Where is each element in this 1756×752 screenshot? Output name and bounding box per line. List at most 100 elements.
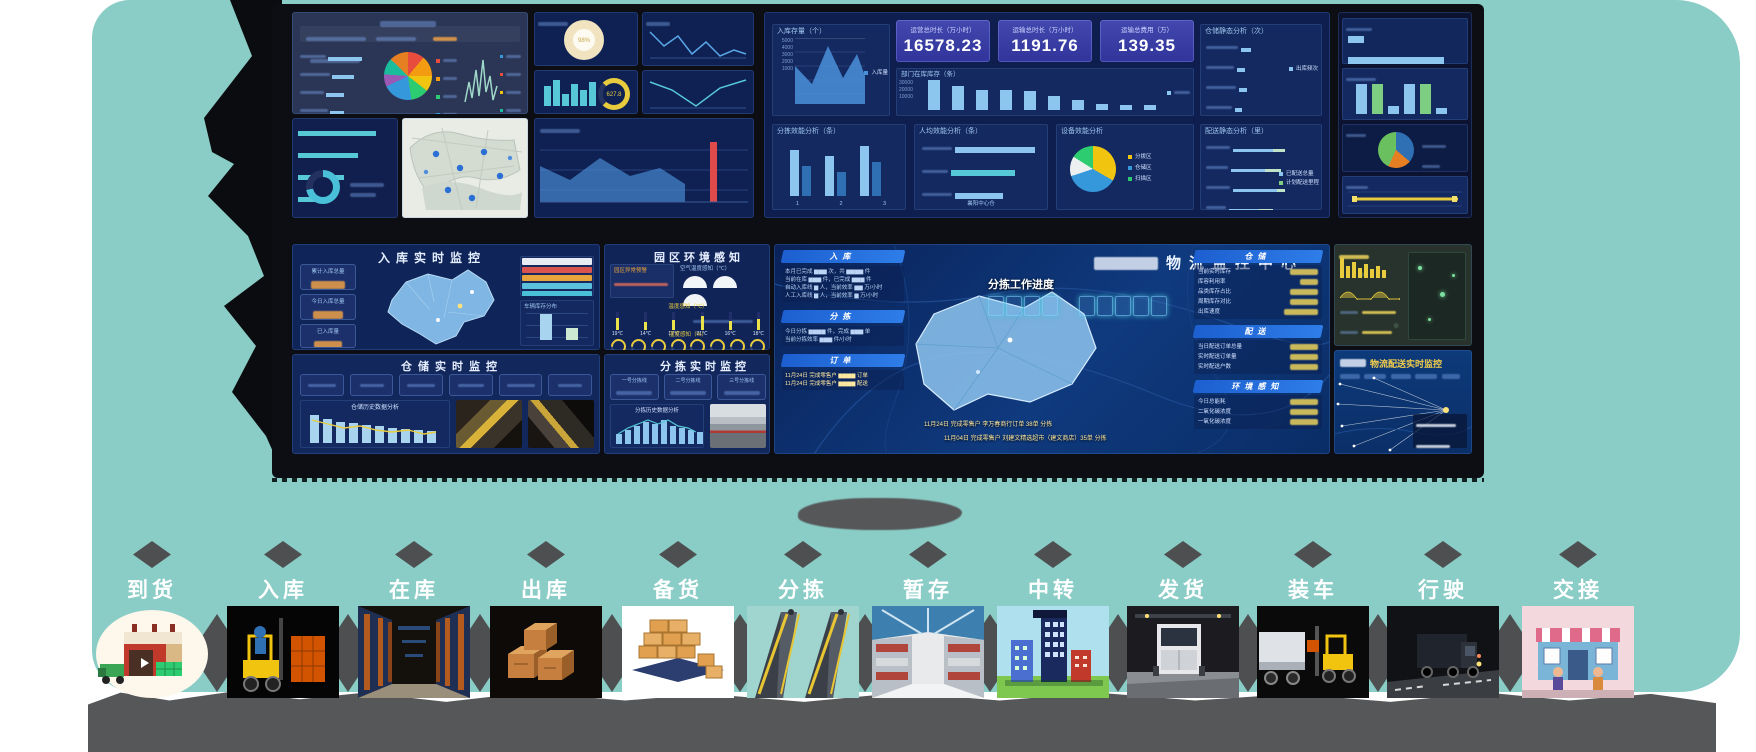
mini-hbar-panel [1342,18,1468,64]
sorting-progress-overlay: 分拣工作进度 [988,276,1169,321]
step-label: 入库 [258,579,308,602]
outbound-illustration [490,606,602,698]
screen-bi-overview [292,12,528,114]
redacted-caption-blob [798,498,962,530]
screen-title: 园区环境感知 [654,252,744,264]
kpi-label: 运营总时长（万小时） [910,27,976,34]
alert-panel: 园区异常预警 [610,264,674,298]
step-label: 装车 [1288,579,1338,602]
ticker-line: 11月24日 完成零售户 李万春商行订单 38单 分拣 [924,422,1053,428]
hbars [922,140,1035,210]
screen-logistics-center: 物流监控中心 分拣工作进度 入库 本月已完成 ▆▆▆ 次，共 ▆▆▆▆ 件 当前… [774,244,1330,454]
cctv-photo [528,400,594,448]
bottom-gray-band [88,691,1716,752]
kpi-card: 运输总费用（万） 139.35 [1100,20,1194,62]
step-label: 到货 [127,579,177,602]
pie-chart [384,52,432,100]
picking-illustration [622,606,734,698]
loading-illustration [1257,606,1369,698]
screen-delivery-monitor: 物流配送实时监控 [1334,350,1472,454]
driving-illustration [1387,606,1499,698]
hbar-list [292,118,398,212]
screen-title: 仓储实时监控 [401,361,503,373]
toolbar-strip [300,26,520,63]
handover-illustration [1522,606,1634,698]
kpi-chip-row [300,374,593,396]
step-label: 中转 [1028,579,1078,602]
chart-title: 仓储历史数据分析 [350,405,399,411]
panel-title: 配送静态分析（里） [1205,128,1268,135]
right-sections: 仓储 当前实时库存 库容利用率 品类库存占比 周期库存对比 出库速度 配送 当日… [1192,250,1324,429]
mini-pie-panel [1342,124,1468,172]
donut-ring: 98% [564,20,604,60]
grouped-bars [790,144,881,196]
dept-stock-panel: 部门在库库存（条） 30000 20000 10000 [896,68,1194,116]
screen-donut: 98% [534,12,638,66]
route-list [1413,414,1467,449]
kpi-chip: 累计入库总量 [300,264,356,290]
kpi-value: 16578.23 [903,36,983,55]
step-label: 分拣 [778,579,828,602]
kpi-value: 1191.76 [1011,36,1079,55]
dept-bars [928,78,1156,110]
panel-title: 分拣效能分析（条） [777,128,840,135]
delivery-chips [1340,368,1460,386]
satellite-table [1340,304,1397,346]
step-label: 暂存 [903,579,953,602]
device-pie [1070,146,1116,192]
line-chart [649,31,747,59]
section-banner: 环境感知 [1192,380,1324,393]
gauge-value: 627.8 [606,92,622,98]
pie-legend: 分拨区 仓储区 扫描区 [1128,152,1152,185]
kpi-chip: 今日入库总量 [300,294,356,320]
region-map [409,127,523,211]
kpi-chip: 已入库量 [300,324,356,348]
screen-warehouse-monitor: 仓储实时监控 仓储历史数据分析 [292,354,600,454]
humidity-row: 湿度感知（%） 29% 28% 27% 23% 31% 30% 27% 29% [607,330,769,350]
donut-value: 98% [577,38,590,44]
area-legend: 入库量 [864,68,888,76]
screen-right-minis [1338,12,1472,218]
pie-legend [436,52,462,114]
sorting-groups: 一号分拣线 二号分拣线 三号分拣线 [610,374,767,400]
shipping-illustration [1127,606,1239,698]
warehouse-static-panel: 仓储静态分析（次） 出库频次 [1200,24,1322,116]
mini-pie [1378,132,1414,168]
ring-gauge: 627.8 [598,78,630,110]
satellite-curves [1340,291,1400,300]
transfer-illustration [997,606,1109,698]
mini-column-panel [1342,68,1468,120]
section-banner: 分拣 [780,310,906,323]
panel-title: 设备效能分析 [1061,128,1103,135]
step-label: 发货 [1158,579,1208,602]
screen-park-sensing: 园区环境感知 园区异常预警 空气温度感知（℃） 温度感知（℃） 19℃ 14℃ … [604,244,770,350]
y-axis: 5000 4000 3000 2000 1000 [781,38,793,72]
mini-yellow-line-panel [1342,176,1468,214]
hbars [1206,39,1283,116]
screen-hbars [292,118,398,218]
area-chart-blue [540,142,748,203]
inbound-area-panel: 入库存量（个） 5000 4000 3000 2000 1000 入库量 [772,24,890,116]
screen-title: 入库实时监控 [377,251,486,265]
screen-line [642,12,754,66]
cctv-photo [456,400,522,448]
section-banner: 订单 [780,354,906,367]
step-label: 备货 [653,579,703,602]
step-label: 出库 [521,579,571,602]
ranking-list [520,256,594,296]
satellite-tile [1408,252,1466,340]
left-jagged-decoration [204,0,282,472]
screen-title: 物流配送实时监控 [1340,354,1442,372]
spike-legend [500,48,524,114]
redacted-title [380,20,436,27]
legend: 已配送总量 计划配送里程 [1278,170,1319,188]
y-axis: 30000 20000 10000 [899,80,913,100]
sorting-photo [710,404,766,448]
screen-area-red [534,118,754,218]
gauge-row: 空气温度感知（℃） [680,264,766,331]
panel-footer: 襄阳中心仓 [967,201,995,207]
panel-title: 仓储静态分析（次） [1205,28,1268,35]
